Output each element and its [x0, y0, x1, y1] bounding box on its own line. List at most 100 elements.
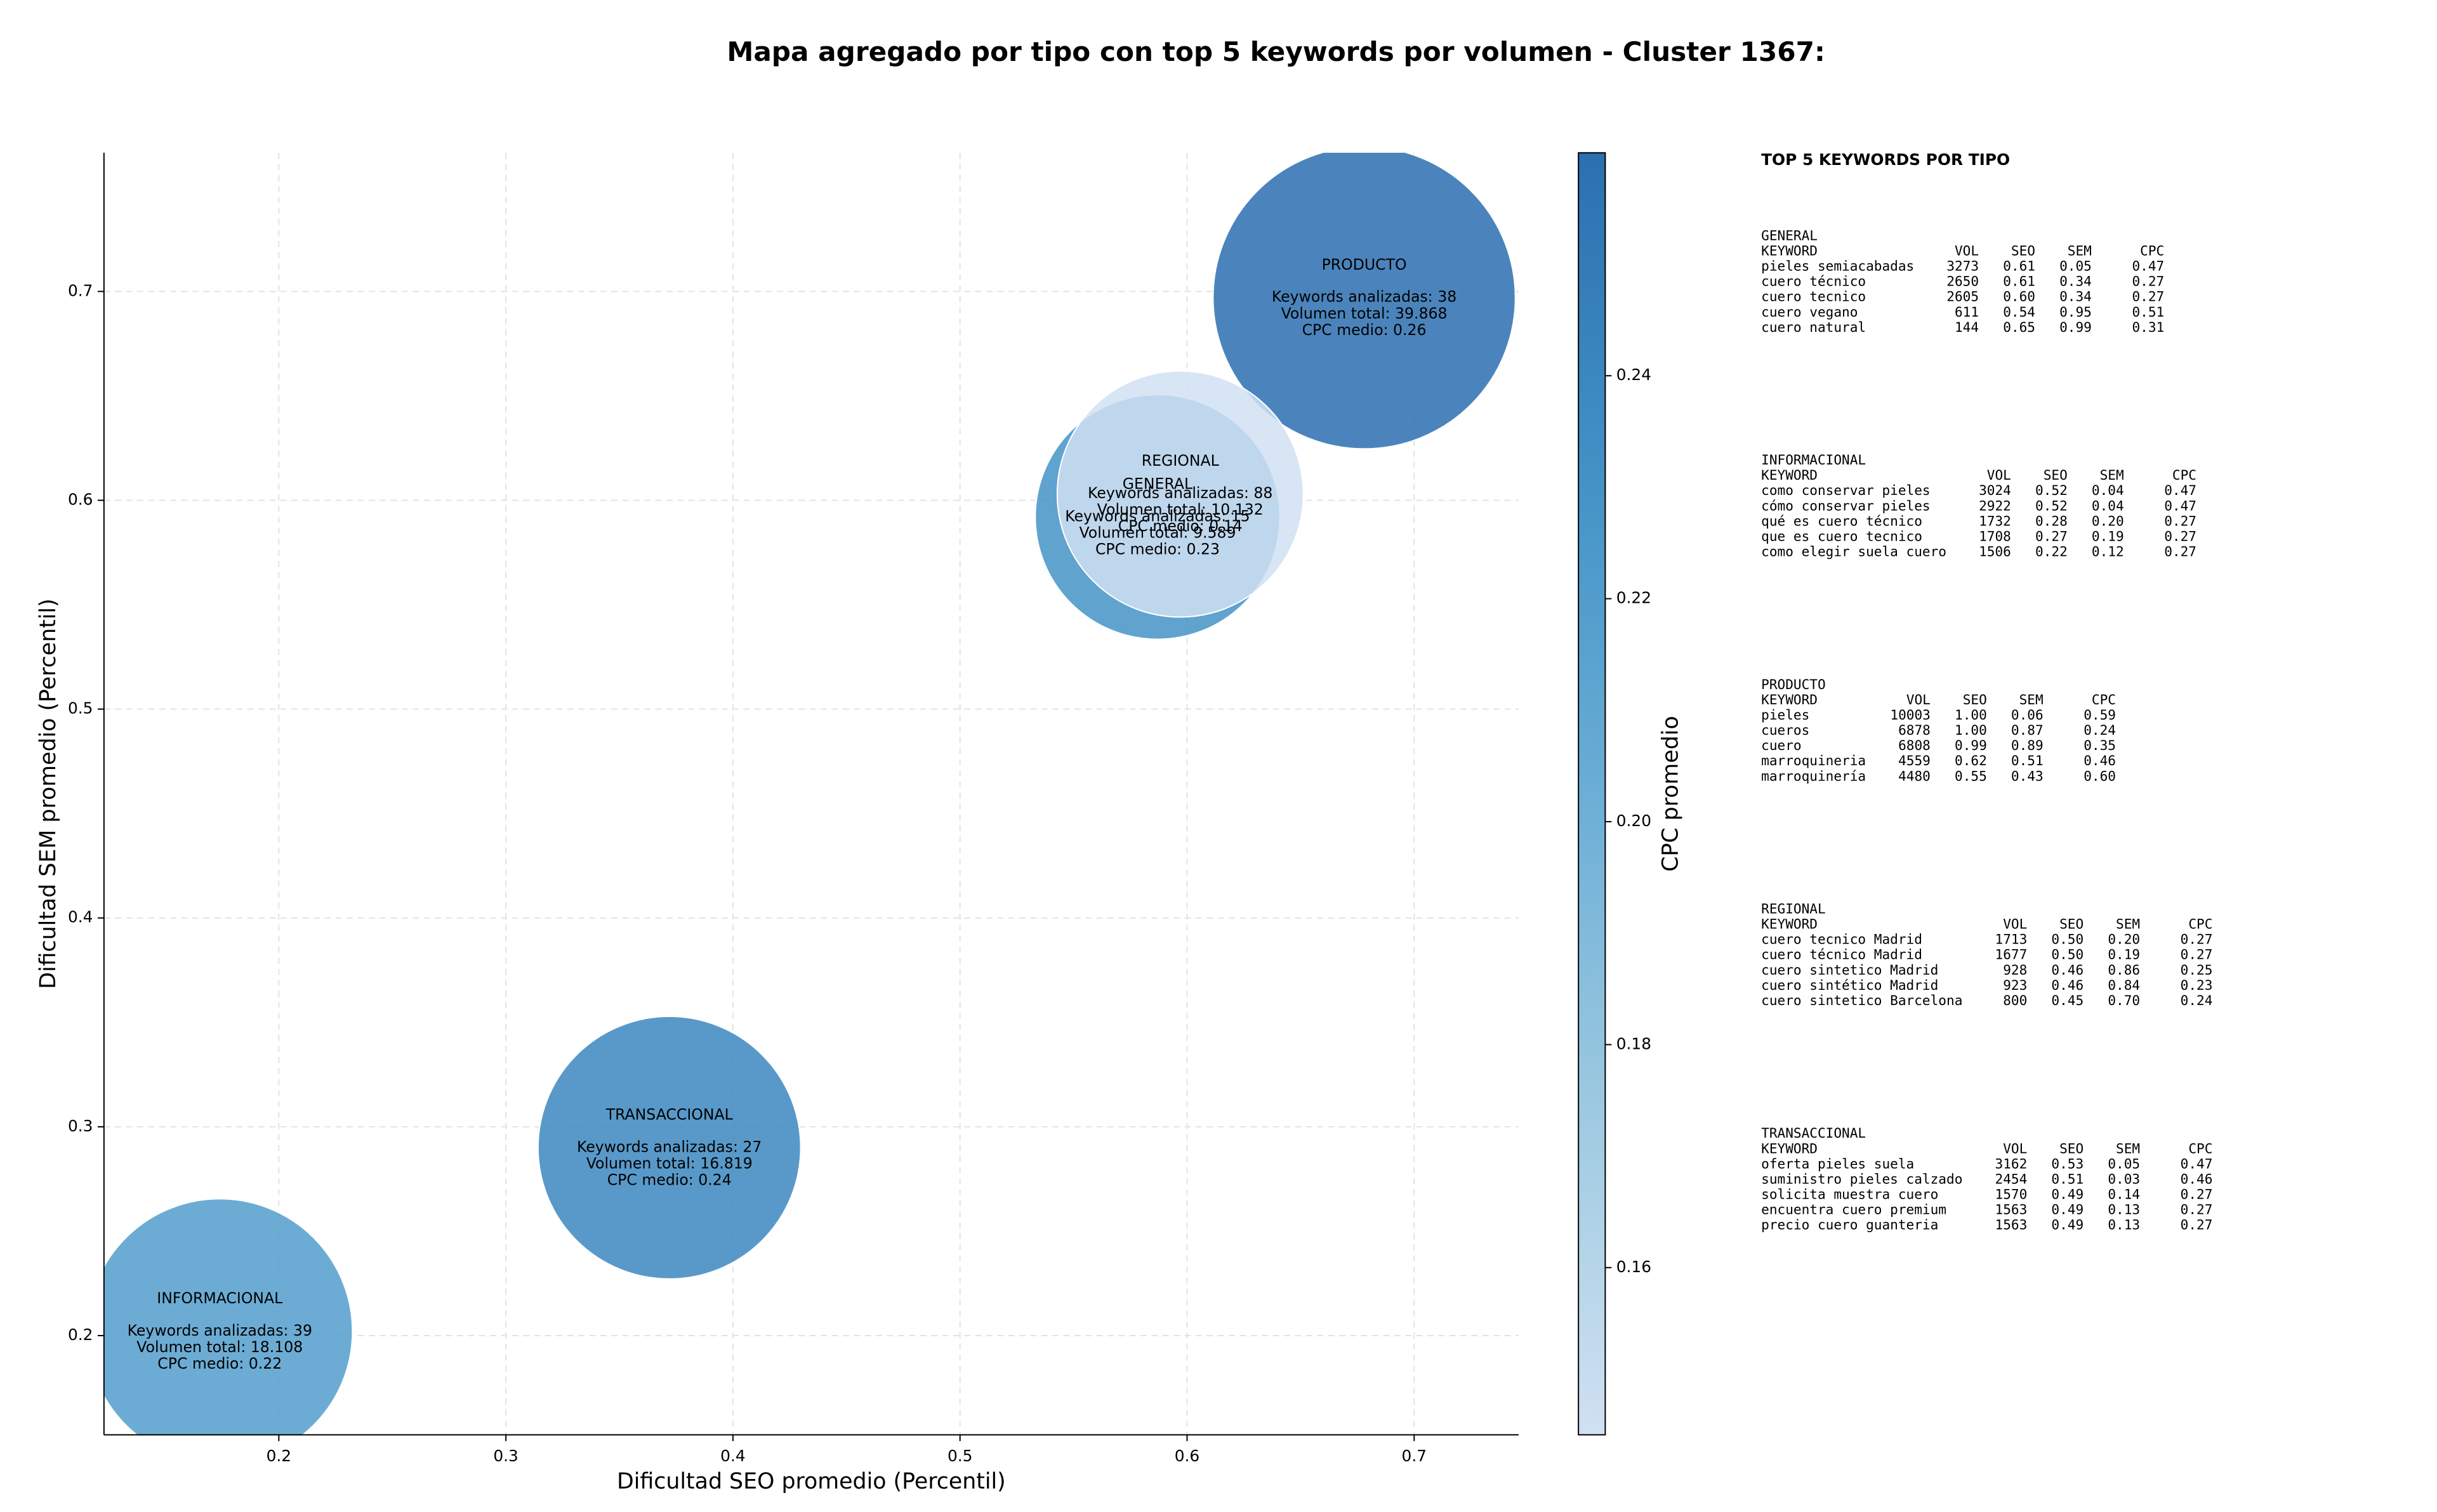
column-header: SEO	[1963, 692, 1987, 707]
x-tick-label: 0.7	[1402, 1447, 1427, 1465]
table-cell: 0.52	[2035, 497, 2068, 513]
table-cell: 0.65	[2003, 319, 2035, 335]
column-header: SEM	[2116, 916, 2140, 932]
table-cell: 1.00	[1955, 722, 1987, 738]
table-cell: 0.34	[2059, 273, 2092, 289]
table-cell: cuero vegano	[1761, 304, 1858, 320]
column-header: SEM	[2068, 242, 2092, 258]
table-cell: 1563	[1995, 1217, 2028, 1233]
column-header: SEO	[2044, 467, 2068, 483]
bubble-name: REGIONAL	[1142, 452, 1220, 470]
panel-title: TOP 5 KEYWORDS POR TIPO	[1761, 150, 2010, 169]
table-cell: 0.27	[2164, 513, 2196, 529]
table-cell: 0.45	[2051, 992, 2084, 1008]
table-cell: 0.46	[2051, 977, 2084, 993]
table-cell: 0.27	[2164, 544, 2196, 560]
column-header: KEYWORD	[1761, 692, 1818, 707]
table-cell: 0.60	[2003, 289, 2035, 305]
table-cell: 0.24	[2084, 722, 2116, 738]
x-tick-label: 0.2	[267, 1447, 291, 1465]
table-cell: 0.25	[2181, 962, 2213, 978]
table-cell: solicita muestra cuero	[1761, 1187, 1938, 1202]
table-cell: 0.05	[2059, 258, 2092, 274]
table-cell: 6808	[1898, 737, 1931, 753]
y-axis-label: Dificultad SEM promedio (Percentil)	[36, 598, 61, 989]
table-cell: 4559	[1898, 753, 1931, 768]
table-cell: 144	[1955, 319, 1979, 335]
table-cell: 0.19	[2108, 947, 2140, 963]
table-cell: 0.46	[2084, 753, 2116, 768]
bubble-name: INFORMACIONAL	[157, 1289, 283, 1307]
table-cell: 0.51	[2051, 1171, 2084, 1187]
bubble-annotation: Keywords analizadas: 15	[1065, 507, 1250, 525]
table-cell: 0.70	[2108, 992, 2140, 1008]
x-tick-label: 0.6	[1175, 1447, 1199, 1465]
table-cell: 0.49	[2051, 1187, 2084, 1202]
table-cell: cuero técnico	[1761, 273, 1866, 289]
table-cell: cuero sintetico Madrid	[1761, 962, 1938, 978]
table-cell: 0.61	[2003, 273, 2035, 289]
table-cell: 0.24	[2181, 992, 2213, 1008]
table-cell: 0.28	[2035, 513, 2068, 529]
column-header: KEYWORD	[1761, 1140, 1818, 1156]
table-cell: marroquinería	[1761, 768, 1866, 784]
table-cell: 0.27	[2181, 931, 2213, 947]
table-cell: 3162	[1995, 1155, 2028, 1171]
column-header: VOL	[2003, 1140, 2027, 1156]
y-tick-label: 0.3	[68, 1117, 93, 1135]
column-header: VOL	[1955, 242, 1979, 258]
table-cell: 0.27	[2181, 1217, 2213, 1233]
y-tick-label: 0.5	[68, 699, 93, 718]
colorbar	[1578, 152, 1606, 1436]
table-cell: 928	[2003, 962, 2027, 978]
table-cell: 0.99	[2059, 319, 2092, 335]
table-cell: 0.19	[2092, 528, 2124, 544]
bubble-annotation: CPC medio: 0.26	[1302, 321, 1427, 339]
column-header: SEO	[2011, 242, 2035, 258]
table-cell: 0.20	[2092, 513, 2124, 529]
table-cell: 0.22	[2035, 544, 2068, 560]
table-cell: 0.35	[2084, 737, 2116, 753]
bubble-annotation: Volumen total: 10.132	[1097, 501, 1264, 518]
table-cell: 0.46	[2181, 1171, 2213, 1187]
table-cell: 3024	[1979, 482, 2011, 498]
column-header: KEYWORD	[1761, 242, 1818, 258]
axes: 0.2 0.3 0.4 0.5 0.6 0.7 0.2 0.3 0.4 0.5 0.6 0.7	[68, 152, 1519, 1465]
column-header: SEM	[2116, 1140, 2140, 1156]
table-cell: 611	[1955, 304, 1979, 320]
column-header: SEM	[2100, 467, 2124, 483]
column-header: VOL	[1987, 467, 2011, 483]
table-cell: 0.31	[2132, 319, 2164, 335]
table-cell: 0.13	[2108, 1217, 2140, 1233]
table-cell: pieles	[1761, 707, 1809, 723]
bubble	[1056, 370, 1304, 618]
table-cell: 0.13	[2108, 1202, 2140, 1218]
bubble-annotation: Keywords analizadas: 27	[577, 1138, 762, 1155]
bubble-name: GENERAL	[1123, 475, 1193, 492]
table-cell: 0.99	[1955, 737, 1987, 753]
section-name: PRODUCTO	[1761, 676, 1826, 692]
column-header: CPC	[2140, 242, 2164, 258]
table-cell: 0.61	[2003, 258, 2035, 274]
table-cell: 0.60	[2084, 768, 2116, 784]
table-cell: que es cuero tecnico	[1761, 528, 1922, 544]
table-cell: 0.84	[2108, 977, 2140, 993]
table-cell: 0.50	[2051, 947, 2084, 963]
table-cell: 0.03	[2108, 1171, 2140, 1187]
column-header: SEM	[2019, 692, 2044, 707]
table-cell: 0.20	[2108, 931, 2140, 947]
column-header: VOL	[1906, 692, 1931, 707]
section-name: REGIONAL	[1761, 901, 1826, 917]
column-header: CPC	[2188, 1140, 2212, 1156]
column-header: VOL	[2003, 916, 2027, 932]
table-cell: 0.27	[2181, 1202, 2213, 1218]
table-cell: 0.55	[1955, 768, 1987, 784]
table-cell: 0.23	[2181, 977, 2213, 993]
table-cell: 0.12	[2092, 544, 2124, 560]
bubbles	[103, 152, 1516, 1435]
table-cell: 0.46	[2051, 962, 2084, 978]
table-cell: cuero tecnico	[1761, 289, 1866, 305]
section-name: INFORMACIONAL	[1761, 452, 1866, 468]
